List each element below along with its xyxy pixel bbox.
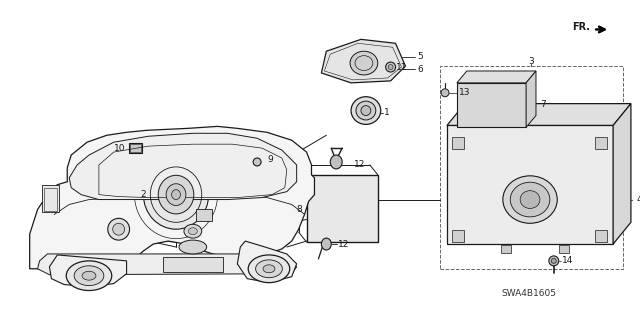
Ellipse shape — [388, 64, 393, 70]
Bar — [452, 230, 464, 242]
Polygon shape — [29, 126, 314, 279]
Bar — [307, 175, 378, 242]
Ellipse shape — [82, 271, 96, 280]
Ellipse shape — [113, 223, 125, 235]
Text: 9: 9 — [267, 155, 273, 165]
Text: SWA4B1605: SWA4B1605 — [502, 289, 557, 298]
Ellipse shape — [184, 224, 202, 238]
Bar — [501, 245, 511, 253]
Polygon shape — [237, 241, 297, 283]
Ellipse shape — [321, 238, 332, 250]
Ellipse shape — [510, 182, 550, 217]
Bar — [129, 144, 141, 152]
Bar — [440, 66, 623, 269]
Ellipse shape — [386, 62, 396, 72]
Polygon shape — [457, 71, 536, 83]
Ellipse shape — [166, 184, 186, 205]
Bar — [595, 137, 607, 149]
Ellipse shape — [108, 218, 129, 240]
Text: 10: 10 — [114, 144, 125, 152]
Polygon shape — [38, 254, 297, 275]
Ellipse shape — [179, 240, 207, 254]
Polygon shape — [321, 39, 406, 83]
Bar — [559, 245, 568, 253]
Ellipse shape — [520, 191, 540, 208]
Ellipse shape — [74, 266, 104, 286]
Ellipse shape — [255, 260, 282, 278]
Polygon shape — [447, 104, 631, 125]
Ellipse shape — [253, 158, 261, 166]
Ellipse shape — [214, 190, 221, 200]
Ellipse shape — [263, 265, 275, 273]
Ellipse shape — [503, 176, 557, 223]
Ellipse shape — [551, 258, 556, 263]
Ellipse shape — [248, 255, 290, 283]
Ellipse shape — [158, 175, 194, 214]
Text: FR.: FR. — [572, 22, 590, 33]
Text: 2: 2 — [141, 190, 147, 199]
Ellipse shape — [351, 97, 381, 124]
Text: 14: 14 — [562, 256, 573, 265]
Polygon shape — [526, 71, 536, 127]
Ellipse shape — [172, 190, 180, 200]
Ellipse shape — [143, 160, 209, 229]
Text: 5: 5 — [417, 52, 423, 61]
Bar — [163, 257, 223, 272]
Ellipse shape — [350, 51, 378, 75]
Ellipse shape — [356, 101, 376, 120]
Ellipse shape — [361, 106, 371, 115]
Bar — [44, 188, 58, 211]
Text: 4: 4 — [637, 195, 640, 204]
Text: 11: 11 — [396, 63, 407, 71]
Text: 7: 7 — [540, 100, 546, 109]
Text: 1: 1 — [384, 108, 390, 117]
Ellipse shape — [441, 89, 449, 97]
Ellipse shape — [549, 256, 559, 266]
Polygon shape — [49, 255, 127, 286]
Bar — [196, 210, 212, 221]
Polygon shape — [447, 125, 613, 244]
Bar — [42, 185, 60, 212]
Text: 6: 6 — [417, 64, 423, 73]
Ellipse shape — [188, 228, 197, 235]
Polygon shape — [613, 104, 631, 244]
Bar — [595, 230, 607, 242]
Text: 12: 12 — [338, 240, 349, 249]
Text: 3: 3 — [528, 56, 534, 66]
Polygon shape — [69, 133, 297, 200]
Text: 12: 12 — [354, 160, 365, 169]
Ellipse shape — [67, 261, 112, 291]
Bar — [452, 137, 464, 149]
Bar — [129, 143, 143, 153]
Ellipse shape — [330, 155, 342, 169]
Bar — [457, 83, 526, 127]
Text: 8: 8 — [297, 205, 303, 214]
Text: 13: 13 — [459, 88, 470, 97]
Ellipse shape — [132, 148, 221, 241]
